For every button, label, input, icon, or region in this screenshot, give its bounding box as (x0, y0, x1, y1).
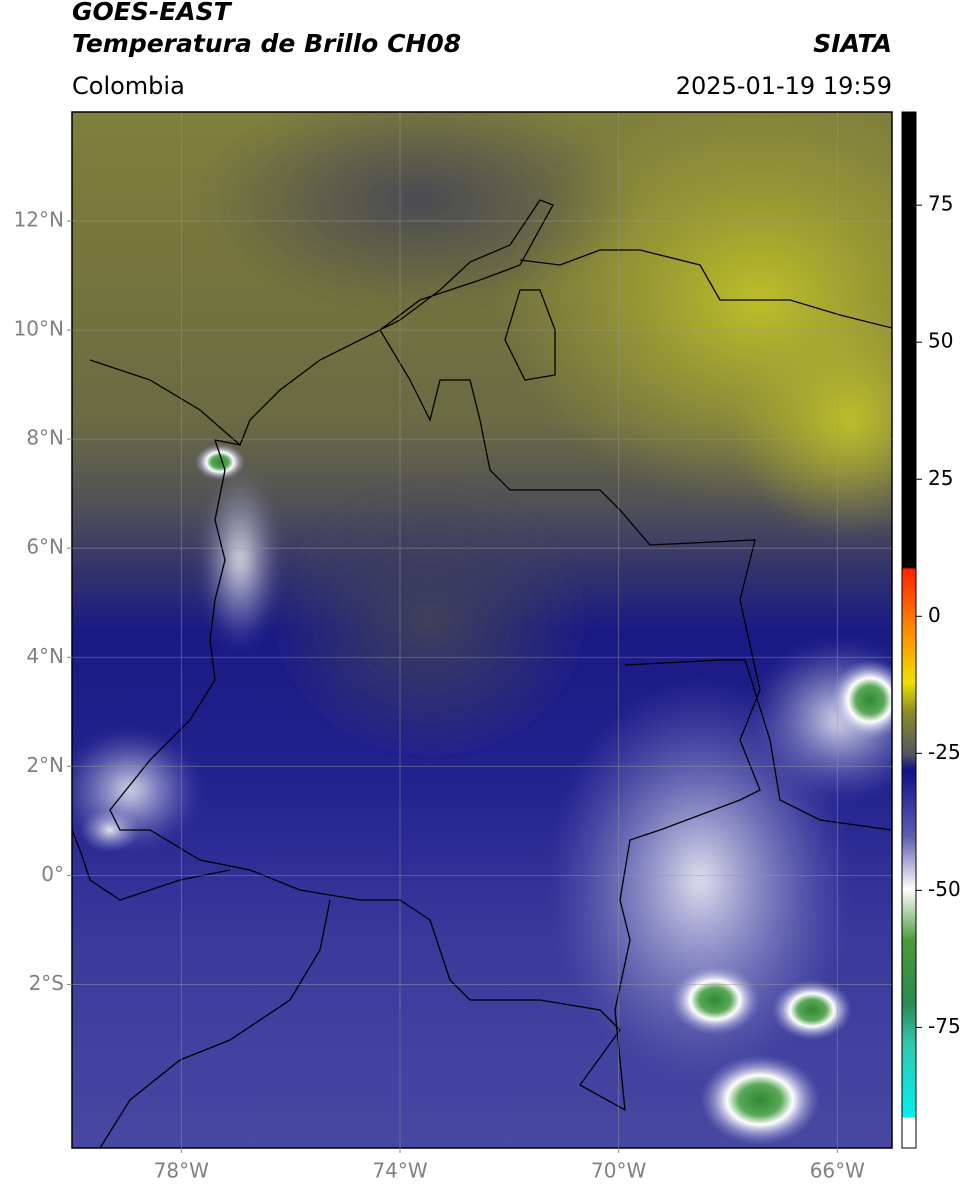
satellite-image (72, 112, 892, 1148)
y-tick-label: 4°N (26, 644, 64, 668)
source: SIATA (813, 29, 892, 58)
subtitle: Temperatura de Brillo CH08 (72, 29, 461, 58)
y-tick-label: 10°N (14, 317, 64, 341)
region: Colombia (72, 72, 185, 100)
x-tick-label: 70°W (591, 1159, 646, 1183)
map-frame (71, 111, 893, 1149)
y-tick-label: 8°N (26, 426, 64, 450)
colorbar-label: -75 (928, 1014, 961, 1038)
x-tick-label: 74°W (372, 1159, 427, 1183)
colorbar-label: 25 (928, 466, 953, 490)
y-tick-label: 6°N (26, 535, 64, 559)
colorbar-label: 50 (928, 329, 953, 353)
y-tick-label: 2°S (29, 971, 64, 995)
colorbar (901, 111, 917, 1149)
title: GOES-EAST (72, 0, 233, 26)
y-tick-label: 12°N (14, 208, 64, 232)
colorbar-label: 75 (928, 192, 953, 216)
datetime: 2025-01-19 19:59 (676, 72, 892, 100)
x-tick-label: 78°W (154, 1159, 209, 1183)
colorbar-label: 0 (928, 603, 941, 627)
y-tick-label: 0° (41, 862, 64, 886)
y-tick-label: 2°N (26, 753, 64, 777)
colorbar-label: -50 (928, 877, 961, 901)
colorbar-label: -25 (928, 740, 961, 764)
x-tick-label: 66°W (810, 1159, 865, 1183)
